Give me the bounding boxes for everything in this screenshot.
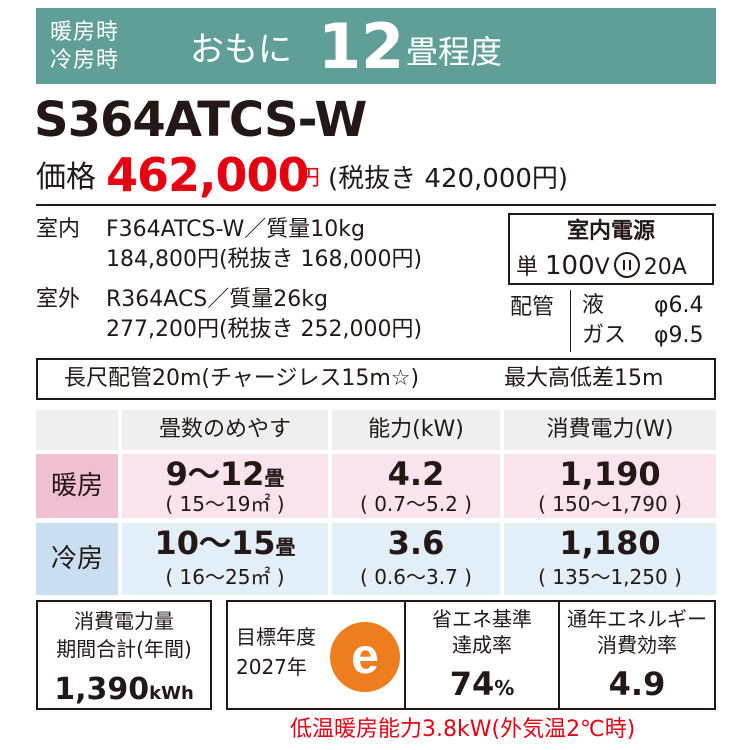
heating-power-sub: ( 150～1,790 ) xyxy=(538,492,682,516)
row-label-heating: 暖房 xyxy=(36,454,118,518)
cooling-area-sub: ( 16～25㎡ ) xyxy=(165,565,285,589)
power-supply-box: 室内電源 単 100V 20A xyxy=(508,213,714,285)
cooling-capacity-main: 3.6 xyxy=(387,524,445,562)
indoor-line2: 184,800円(税抜き 168,000円) xyxy=(106,247,423,272)
banner-heating-label: 暖房時 xyxy=(50,20,120,45)
piping-gas-label: ガス xyxy=(582,323,627,348)
efficiency-divider-2 xyxy=(558,602,560,708)
banner-cooling-label: 冷房時 xyxy=(50,48,120,73)
target-year-label: 目標年度 xyxy=(236,625,316,649)
piping-gas: ガス φ9.5 xyxy=(582,322,704,350)
achievement-rate: 省エネ基準 達成率 74% xyxy=(406,606,558,708)
piping-liquid-label: 液 xyxy=(582,293,605,318)
piping-liquid: 液 φ6.4 xyxy=(582,292,704,320)
cooling-power-main: 1,180 xyxy=(559,524,661,562)
low-temp-heating-note: 低温暖房能力3.8kW(外気温2℃時) xyxy=(290,717,636,742)
outdoor-label: 室外 xyxy=(36,287,81,312)
achievement-unit: % xyxy=(494,676,515,700)
outdoor-line1: R364ACS／質量26kg xyxy=(106,287,328,312)
banner-prefix: おもに xyxy=(190,30,292,70)
heating-capacity-cell: 4.2 ( 0.7～5.2 ) xyxy=(332,454,500,518)
heating-area-main: 9～12 xyxy=(165,455,265,493)
energy-unit: kWh xyxy=(149,683,194,704)
energy-saving-mark-icon: e xyxy=(330,622,400,692)
indoor-label: 室内 xyxy=(36,217,81,242)
apf-label2: 消費効率 xyxy=(597,633,677,657)
power-amp: 20A xyxy=(643,255,687,280)
price-label: 価格 xyxy=(36,160,96,195)
heating-area-unit: 畳 xyxy=(264,466,285,490)
achievement-label1: 省エネ基準 xyxy=(432,607,532,631)
heating-area-sub: ( 15～19㎡ ) xyxy=(165,492,285,516)
price-tax-note: (税抜き 420,000円) xyxy=(328,164,569,194)
efficiency-box: 目標年度 2027年 e 省エネ基準 達成率 74% 通年エネルギー 消費効率 … xyxy=(226,600,716,710)
power-voltage: 100 xyxy=(545,251,595,281)
energy-consumption-box: 消費電力量 期間合計(年間) 1,390kWh xyxy=(36,600,212,710)
banner-size: 12 xyxy=(318,10,405,83)
size-banner: 暖房時 冷房時 おもに 12 畳程度 xyxy=(36,8,716,84)
heating-capacity-sub: ( 0.7～5.2 ) xyxy=(360,492,472,516)
long-pipe-text: 長尺配管20m(チャージレス15m☆) xyxy=(64,366,420,391)
max-height-text: 最大高低差15m xyxy=(504,366,664,391)
power-phase: 単 xyxy=(516,255,539,280)
model-name: S364ATCS-W xyxy=(34,92,367,148)
heating-power-main: 1,190 xyxy=(559,455,661,493)
energy-value: 1,390 xyxy=(54,672,150,707)
apf-value: 4.9 xyxy=(608,665,666,703)
power-title: 室内電源 xyxy=(566,219,655,244)
long-pipe-box: 長尺配管20m(チャージレス15m☆) 最大高低差15m xyxy=(36,358,716,400)
table-corner xyxy=(36,410,118,450)
piping-liquid-value: φ6.4 xyxy=(654,293,704,318)
heating-area-cell: 9～12畳 ( 15～19㎡ ) xyxy=(122,454,328,518)
header-capacity: 能力(kW) xyxy=(332,410,500,450)
power-voltage-unit: V xyxy=(594,255,610,280)
outdoor-line2: 277,200円(税抜き 252,000円) xyxy=(106,317,423,342)
header-power: 消費電力(W) xyxy=(504,410,716,450)
cooling-area-unit: 畳 xyxy=(275,535,296,559)
apf-label1: 通年エネルギー xyxy=(567,607,707,631)
header-area: 畳数のめやす xyxy=(122,410,328,450)
energy-label2: 期間合計(年間) xyxy=(56,637,192,661)
energy-label1: 消費電力量 xyxy=(74,609,174,633)
banner-suffix: 畳程度 xyxy=(406,33,503,71)
cooling-capacity-sub: ( 0.6～3.7 ) xyxy=(360,565,472,589)
piping-label: 配管 xyxy=(510,295,555,320)
cooling-area-main: 10～15 xyxy=(154,524,276,562)
piping-gas-value: φ9.5 xyxy=(654,323,704,348)
efficiency-divider-1 xyxy=(404,602,406,708)
cooling-power-cell: 1,180 ( 135～1,250 ) xyxy=(504,523,716,595)
heating-capacity-main: 4.2 xyxy=(387,455,445,493)
achievement-label2: 達成率 xyxy=(452,633,512,657)
heating-power-cell: 1,190 ( 150～1,790 ) xyxy=(504,454,716,518)
plug-icon xyxy=(613,252,640,278)
indoor-line1: F364ATCS-W／質量10kg xyxy=(106,217,365,242)
cooling-power-sub: ( 135～1,250 ) xyxy=(538,565,682,589)
cooling-area-cell: 10～15畳 ( 16～25㎡ ) xyxy=(122,523,328,595)
energy-saving-mark-letter: e xyxy=(351,628,379,684)
target-year: 2027年 xyxy=(236,655,307,679)
price-unit: 円 xyxy=(298,166,321,191)
apf: 通年エネルギー 消費効率 4.9 xyxy=(560,606,714,704)
achievement-value: 74 xyxy=(449,665,495,703)
energy-value-line: 1,390kWh xyxy=(38,672,210,712)
price-value: 462,000 xyxy=(106,148,310,202)
piping-divider xyxy=(570,290,571,352)
row-label-cooling-main: 冷房 xyxy=(36,523,118,595)
cooling-capacity-cell: 3.6 ( 0.6～3.7 ) xyxy=(332,523,500,595)
divider-line xyxy=(36,204,716,206)
power-spec: 単 100V 20A xyxy=(516,251,687,283)
